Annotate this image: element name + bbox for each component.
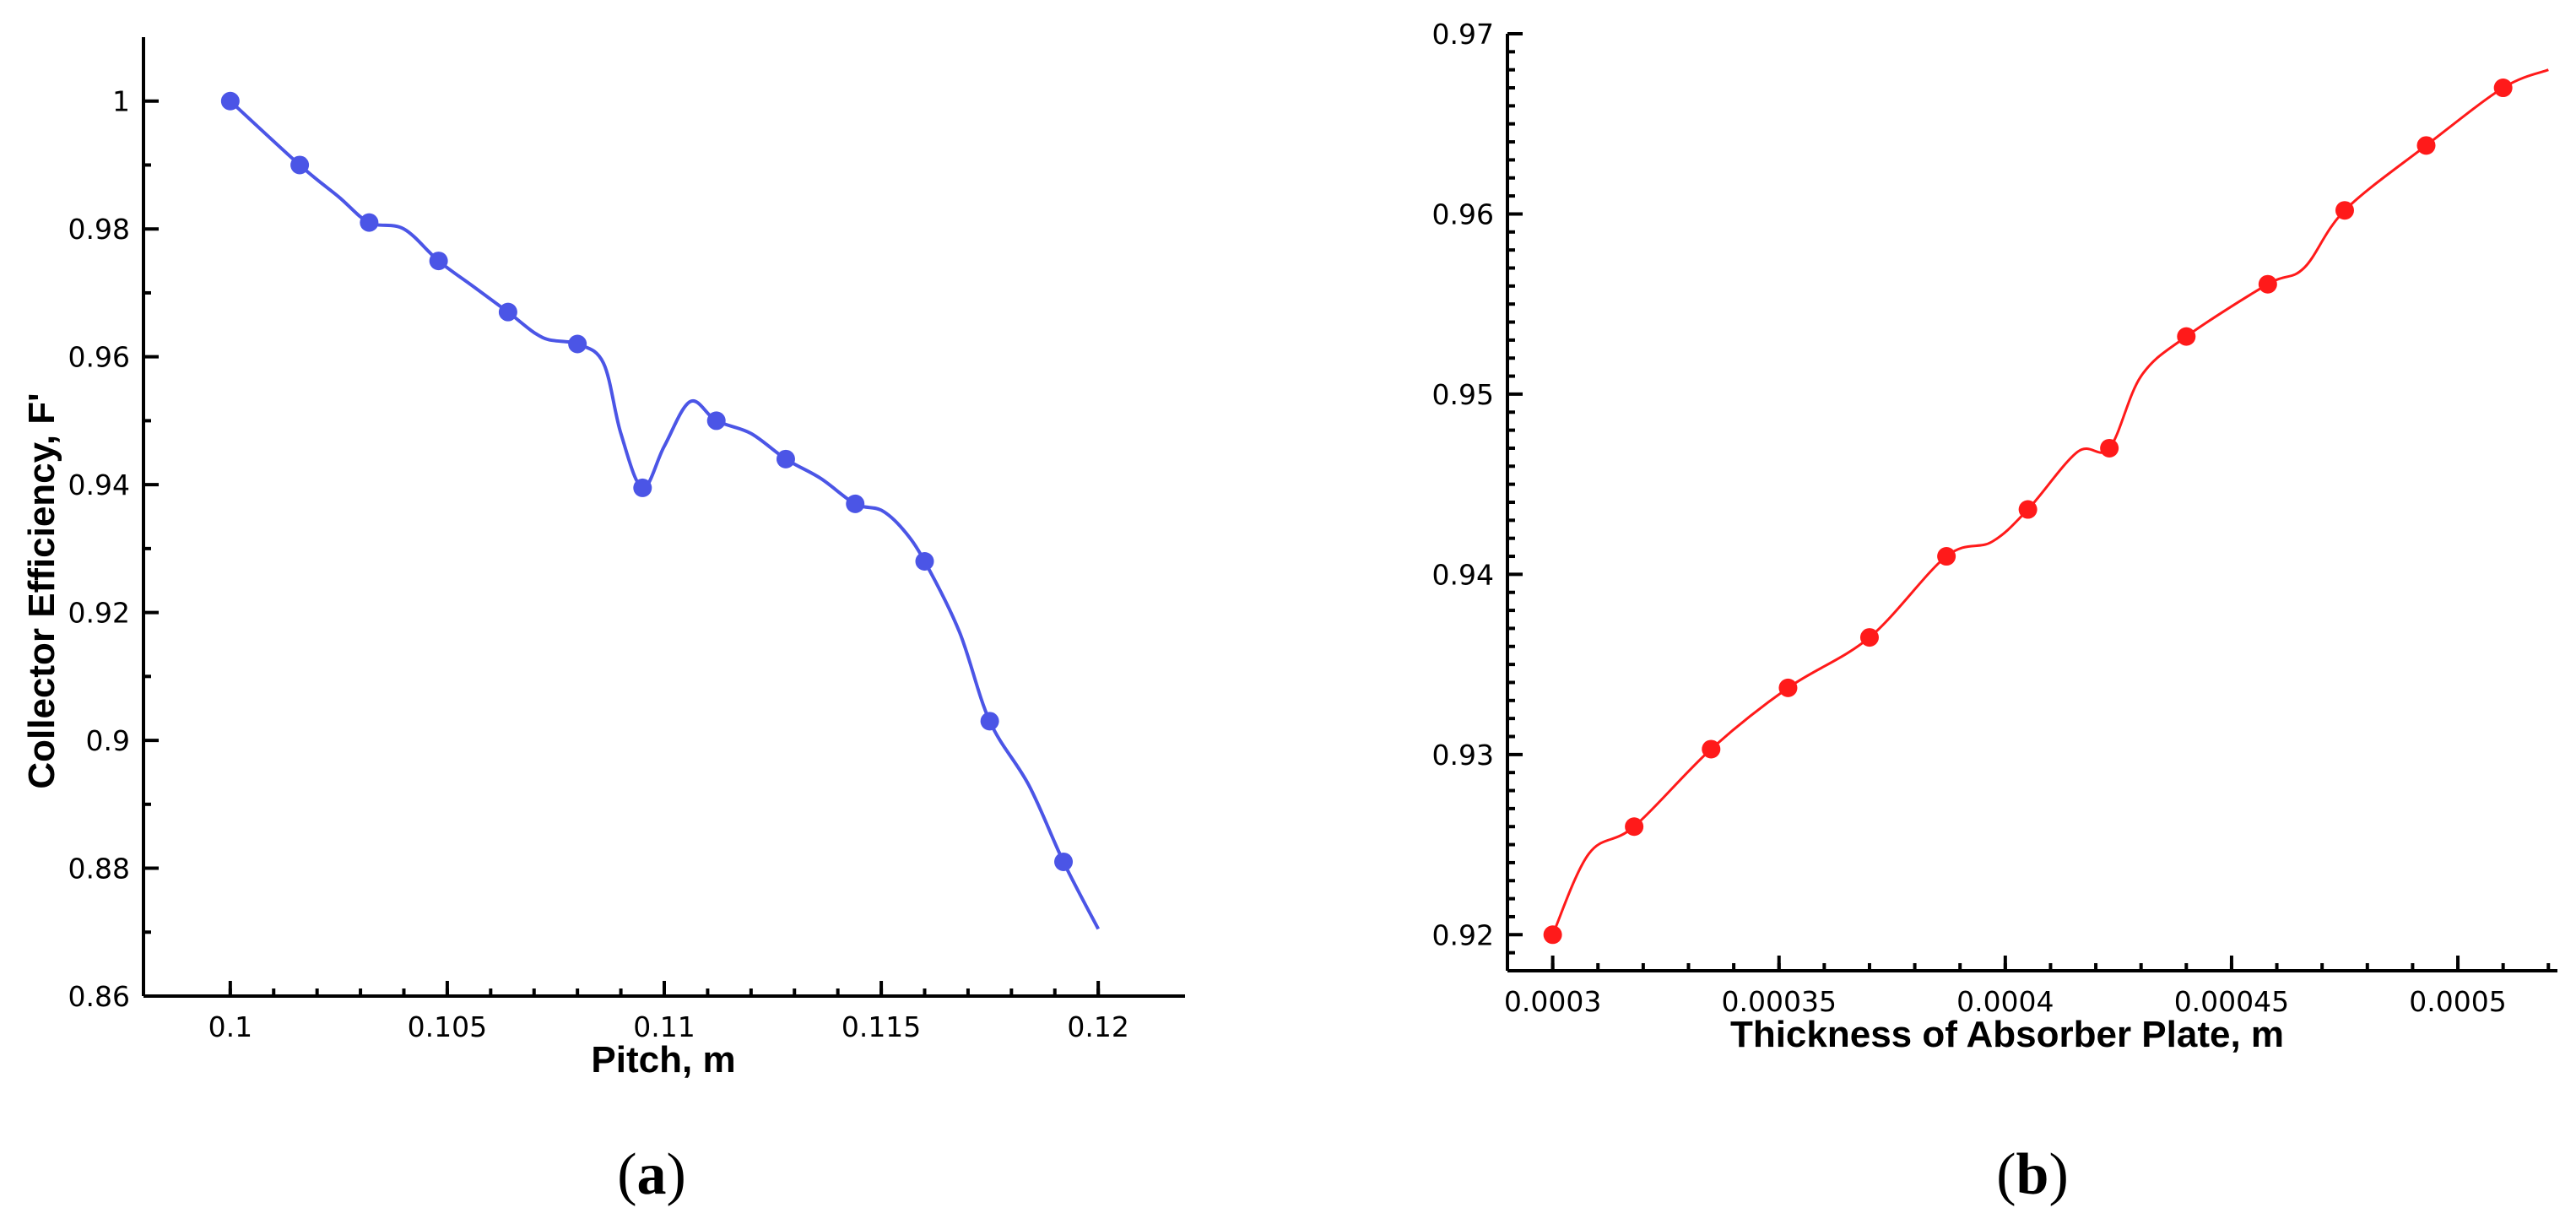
chart-panel-b: 0.0003 0.00035 0.0004 0.00045 0.0005 0.92 0.93… bbox=[1432, 18, 2557, 1207]
x-axis-label-a: Pitch, m bbox=[591, 1039, 735, 1080]
panel-label-a-letter: a bbox=[637, 1142, 667, 1207]
y-tick-label-b: 0.96 bbox=[1432, 198, 1494, 230]
data-point-b bbox=[1702, 739, 1721, 759]
data-point-a bbox=[980, 712, 999, 731]
data-point-b bbox=[1625, 817, 1644, 837]
panel-label-a-open: ( bbox=[617, 1142, 636, 1207]
data-point-b bbox=[1859, 628, 1879, 647]
data-point-a bbox=[846, 494, 865, 513]
data-point-a bbox=[633, 478, 652, 497]
data-point-b bbox=[2335, 201, 2354, 220]
axes-a: 0.1 0.105 0.11 0.115 0.12 0.86 0.88 0.9 0.92 0.94… bbox=[68, 37, 1185, 1043]
data-point-a bbox=[776, 449, 795, 468]
x-tick-label-a: 0.12 bbox=[1067, 1010, 1128, 1043]
x-axis-label-b: Thickness of Absorber Plate, m bbox=[1730, 1014, 2284, 1055]
y-tick-label-b: 0.93 bbox=[1432, 739, 1494, 772]
data-point-b bbox=[2493, 79, 2513, 98]
series-markers-b bbox=[1543, 79, 2513, 945]
y-tick-label-b: 0.95 bbox=[1432, 378, 1494, 411]
data-point-b bbox=[2100, 438, 2119, 458]
data-point-a bbox=[290, 155, 310, 175]
series-line-b bbox=[1551, 68, 2549, 935]
data-point-b bbox=[1543, 925, 1562, 945]
data-point-a bbox=[498, 302, 517, 322]
data-point-a bbox=[706, 411, 726, 431]
y-tick-label-a: 1 bbox=[112, 85, 130, 118]
series-line-a bbox=[229, 100, 1100, 930]
data-point-a bbox=[220, 91, 240, 111]
data-point-a bbox=[915, 552, 934, 571]
data-point-b bbox=[1778, 678, 1798, 697]
panel-label-a: (a) bbox=[617, 1142, 686, 1207]
panel-label-b-open: ( bbox=[1996, 1142, 2016, 1207]
x-tick-label-a: 0.115 bbox=[842, 1010, 921, 1043]
y-tick-label-b: 0.92 bbox=[1432, 918, 1494, 951]
x-tick-label-a: 0.105 bbox=[408, 1010, 487, 1043]
y-tick-label-a: 0.88 bbox=[68, 853, 130, 886]
x-tick-label-b: 0.0005 bbox=[2409, 985, 2506, 1018]
data-point-b bbox=[2258, 274, 2277, 294]
axes-b: 0.0003 0.00035 0.0004 0.00045 0.0005 0.92 0.93… bbox=[1432, 18, 2557, 1018]
x-tick-label-b: 0.00045 bbox=[2174, 985, 2289, 1018]
data-point-b bbox=[1937, 547, 1956, 566]
series-curve-b bbox=[1551, 68, 2549, 935]
x-tick-label-b: 0.0004 bbox=[1956, 985, 2054, 1018]
x-tick-label-a: 0.1 bbox=[208, 1010, 252, 1043]
y-tick-label-a: 0.86 bbox=[68, 980, 130, 1013]
series-markers-a bbox=[220, 91, 1074, 871]
data-point-a bbox=[360, 213, 379, 232]
y-tick-label-b: 0.97 bbox=[1432, 18, 1494, 51]
chart-panel-a: 0.1 0.105 0.11 0.115 0.12 0.86 0.88 0.9 0.92 0.94… bbox=[21, 37, 1185, 1207]
y-tick-label-a: 0.96 bbox=[68, 341, 130, 374]
y-tick-label-a: 0.98 bbox=[68, 213, 130, 246]
series-curve-a bbox=[229, 100, 1100, 930]
y-axis-label-a: Collector Efficiency, F' bbox=[21, 393, 62, 788]
data-point-b bbox=[2177, 327, 2196, 346]
x-tick-label-a: 0.11 bbox=[633, 1010, 695, 1043]
y-tick-label-a: 0.94 bbox=[68, 468, 130, 501]
data-point-a bbox=[568, 334, 587, 354]
data-point-b bbox=[2416, 136, 2436, 155]
x-tick-label-b: 0.0003 bbox=[1504, 985, 1601, 1018]
data-point-b bbox=[2018, 500, 2038, 519]
panel-label-b-close: ) bbox=[2048, 1142, 2068, 1207]
y-tick-label-b: 0.94 bbox=[1432, 558, 1494, 591]
panel-label-a-close: ) bbox=[667, 1142, 686, 1207]
data-point-a bbox=[1054, 852, 1074, 871]
panel-label-b-letter: b bbox=[2016, 1142, 2049, 1207]
y-tick-label-a: 0.9 bbox=[86, 724, 130, 757]
x-tick-label-b: 0.00035 bbox=[1721, 985, 1836, 1018]
data-point-a bbox=[429, 252, 448, 271]
panel-label-b: (b) bbox=[1996, 1142, 2069, 1207]
y-tick-label-a: 0.92 bbox=[68, 597, 130, 630]
